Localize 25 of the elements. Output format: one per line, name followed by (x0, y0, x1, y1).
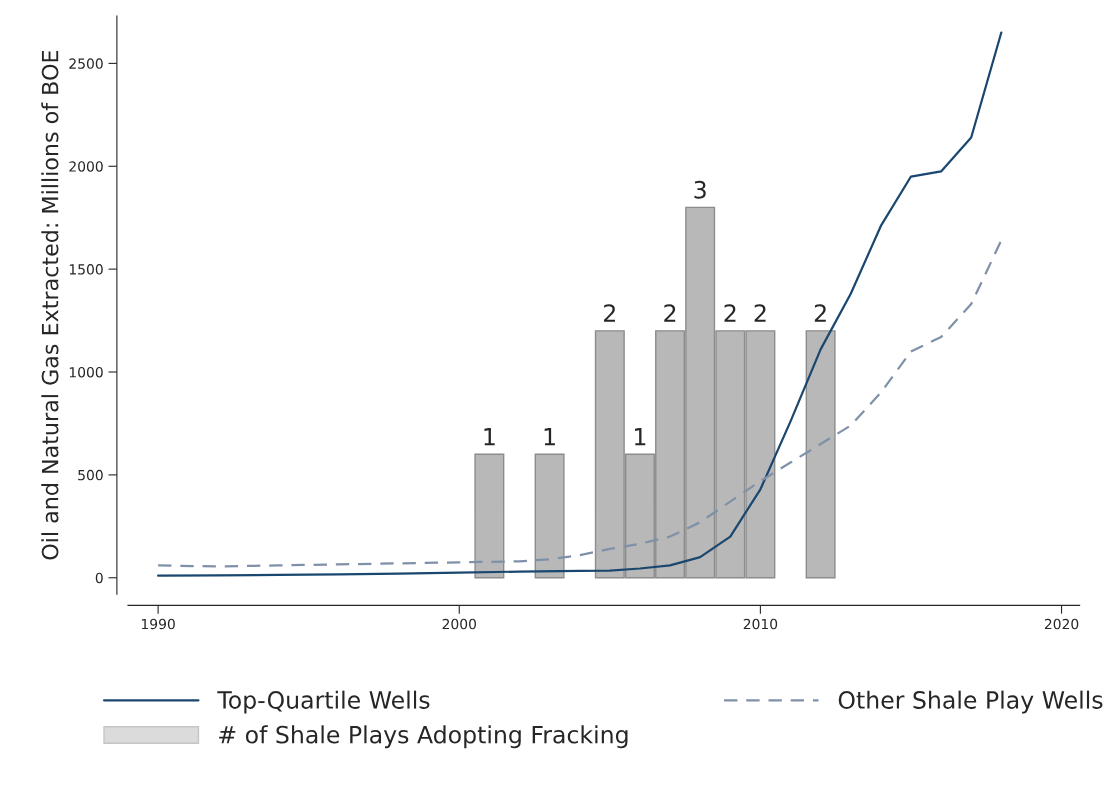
legend-label: Other Shale Play Wells (838, 690, 1103, 714)
data-label: 2 (814, 304, 826, 322)
line-series (157, 31, 1003, 577)
y-tick-label: 500 (78, 469, 103, 481)
x-tick-label: 2000 (442, 618, 476, 630)
y-axis-title: Oil and Natural Gas Extracted: Millions of BOE (41, 50, 59, 560)
data-label: 2 (754, 304, 766, 322)
data-label: 2 (664, 304, 676, 322)
data-label: 1 (544, 428, 555, 446)
data-label: 3 (694, 180, 706, 199)
x-tick-label: 2020 (1044, 618, 1079, 630)
y-tick-label: 0 (95, 572, 103, 584)
legend-label: # of Shale Plays Adopting Fracking (219, 725, 628, 749)
data-label: 1 (484, 428, 495, 446)
y-tick-label: 1500 (69, 264, 103, 275)
x-tick-label: 1990 (141, 618, 175, 630)
data-label: 2 (724, 304, 736, 322)
line-series (157, 239, 1003, 568)
y-tick-label: 1000 (69, 366, 103, 378)
x-tick-label: 2010 (743, 618, 778, 630)
y-tick-label: 2500 (69, 58, 103, 69)
legend-label: Top-Quartile Wells (217, 690, 430, 714)
y-tick-label: 2000 (69, 161, 103, 172)
data-label: 2 (604, 304, 615, 322)
data-label: 1 (635, 428, 646, 446)
